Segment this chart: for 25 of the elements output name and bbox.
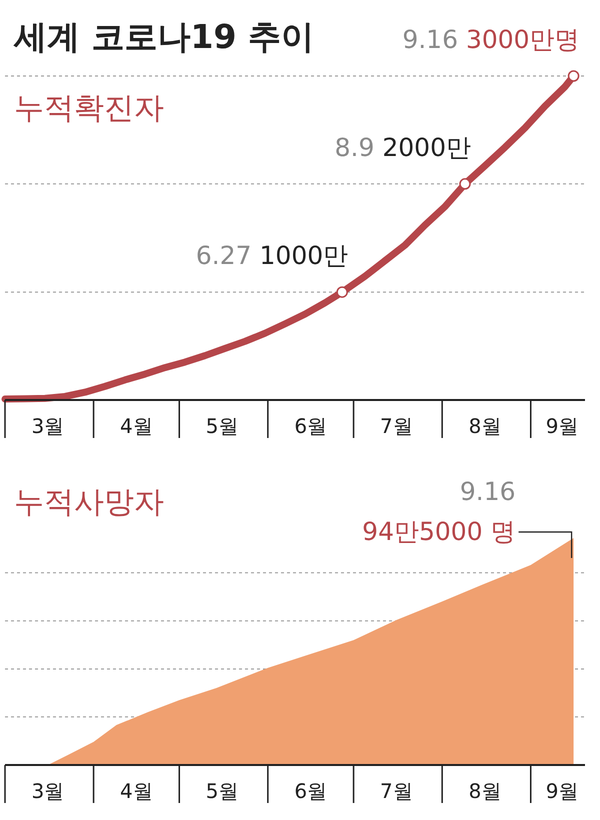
x-tick-label: 6월 [294,414,328,438]
annotation: 9.16 94만5000 명 [362,477,572,558]
annotation: 9.16 3000만명 [402,25,580,54]
x-tick-label: 9월 [546,779,579,803]
chart-title: 누적사망자 [14,485,164,520]
x-tick-label: 4월 [120,779,153,803]
annotation: 6.27 1000만 [196,241,348,270]
x-tick-label: 8월 [468,414,502,438]
x-tick-label: 3월 [31,414,64,438]
x-tick-label: 5월 [206,414,239,438]
x-tick-label: 3월 [31,779,64,803]
annotation: 9.16 94만5000 명 [362,477,516,546]
annotation: 8.9 2000만 [334,132,471,190]
annotation: 8.9 2000만 [334,132,471,162]
chart-title: 세계 코로나19 추이 [13,17,314,56]
x-tick-label: 4월 [120,414,153,438]
annotation: 6.27 1000만 [196,241,348,298]
x-tick-label: 6월 [294,779,328,803]
x-tick-label: 9월 [546,414,579,438]
x-tick-label: 5월 [206,779,239,803]
text: 누적확진자 [14,91,164,126]
x-tick-label: 8월 [468,779,502,803]
x-tick-label: 7월 [380,779,413,803]
x-tick-label: 7월 [380,414,413,438]
annotation: 9.16 3000만명 [402,25,580,82]
